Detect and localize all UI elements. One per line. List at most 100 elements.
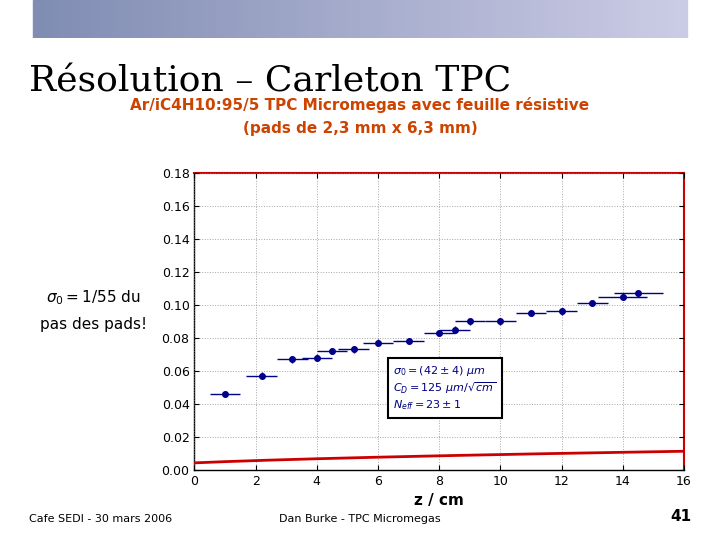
Bar — [622, 0, 629, 38]
Bar — [354, 0, 360, 38]
Bar — [550, 0, 557, 38]
Bar — [98, 0, 104, 38]
Text: $\sigma_0 = 1/55$ du: $\sigma_0 = 1/55$ du — [46, 289, 141, 307]
Bar — [629, 0, 635, 38]
Bar — [438, 0, 445, 38]
Bar — [667, 0, 674, 38]
Bar — [229, 0, 235, 38]
Bar — [131, 0, 138, 38]
Bar — [648, 0, 654, 38]
Bar — [301, 0, 307, 38]
Text: (pads de 2,3 mm x 6,3 mm): (pads de 2,3 mm x 6,3 mm) — [243, 122, 477, 137]
Bar — [125, 0, 131, 38]
Bar — [282, 0, 288, 38]
Bar — [563, 0, 570, 38]
Text: Dan Burke - TPC Micromegas: Dan Burke - TPC Micromegas — [279, 514, 441, 524]
Bar — [347, 0, 354, 38]
Bar — [680, 0, 688, 38]
Bar — [464, 0, 472, 38]
Bar — [307, 0, 314, 38]
Bar — [118, 0, 125, 38]
Bar — [544, 0, 550, 38]
Bar — [235, 0, 242, 38]
Bar — [46, 0, 53, 38]
Text: pas des pads!: pas des pads! — [40, 316, 147, 332]
Text: Ar/iC4H10:95/5 TPC Micromegas avec feuille résistive: Ar/iC4H10:95/5 TPC Micromegas avec feuil… — [130, 97, 590, 113]
Bar — [294, 0, 301, 38]
Bar — [176, 0, 184, 38]
Bar — [406, 0, 413, 38]
Bar — [334, 0, 341, 38]
Text: Cafe SEDI - 30 mars 2006: Cafe SEDI - 30 mars 2006 — [29, 514, 172, 524]
Bar — [144, 0, 150, 38]
Bar — [557, 0, 563, 38]
Bar — [210, 0, 216, 38]
Bar — [576, 0, 582, 38]
Bar — [419, 0, 426, 38]
Bar — [517, 0, 523, 38]
Bar — [40, 0, 46, 38]
Bar — [635, 0, 642, 38]
Bar — [392, 0, 400, 38]
Bar — [602, 0, 608, 38]
Bar — [203, 0, 210, 38]
X-axis label: z / cm: z / cm — [414, 493, 464, 508]
Bar — [112, 0, 118, 38]
Bar — [314, 0, 320, 38]
Bar — [242, 0, 248, 38]
Text: 41: 41 — [670, 509, 691, 524]
Bar — [366, 0, 373, 38]
Bar — [170, 0, 176, 38]
Bar — [184, 0, 190, 38]
Bar — [654, 0, 661, 38]
Bar — [595, 0, 602, 38]
Bar — [504, 0, 510, 38]
Bar — [78, 0, 85, 38]
Bar — [72, 0, 78, 38]
Bar — [536, 0, 544, 38]
Bar — [642, 0, 648, 38]
Bar — [59, 0, 66, 38]
Bar — [157, 0, 163, 38]
Bar — [432, 0, 438, 38]
Bar — [104, 0, 112, 38]
Bar — [498, 0, 504, 38]
Bar — [379, 0, 386, 38]
Bar — [66, 0, 72, 38]
Bar — [674, 0, 680, 38]
Bar — [163, 0, 170, 38]
Bar — [150, 0, 157, 38]
Bar — [138, 0, 144, 38]
Bar — [570, 0, 576, 38]
Bar — [458, 0, 464, 38]
Bar — [53, 0, 59, 38]
Bar — [445, 0, 451, 38]
Bar — [275, 0, 282, 38]
Bar — [262, 0, 269, 38]
Bar — [269, 0, 275, 38]
Bar — [523, 0, 530, 38]
Bar — [426, 0, 432, 38]
Bar — [530, 0, 536, 38]
Bar — [248, 0, 256, 38]
Text: $\sigma_0 = (42 \pm 4)\ \mu m$
$C_D = 125\ \mu m/\sqrt{cm}$
$N_{eff} = 23 \pm 1$: $\sigma_0 = (42 \pm 4)\ \mu m$ $C_D = 12… — [393, 364, 496, 412]
Bar — [288, 0, 294, 38]
Bar — [91, 0, 98, 38]
Bar — [491, 0, 498, 38]
Bar — [197, 0, 203, 38]
Bar — [222, 0, 229, 38]
Bar — [216, 0, 222, 38]
Bar — [510, 0, 517, 38]
Bar — [400, 0, 406, 38]
Bar — [320, 0, 328, 38]
Bar — [485, 0, 491, 38]
Bar — [360, 0, 366, 38]
Bar — [661, 0, 667, 38]
Bar — [451, 0, 458, 38]
Bar — [328, 0, 334, 38]
Bar — [582, 0, 589, 38]
Bar — [616, 0, 622, 38]
Bar — [32, 0, 40, 38]
Bar — [608, 0, 616, 38]
Bar — [341, 0, 347, 38]
